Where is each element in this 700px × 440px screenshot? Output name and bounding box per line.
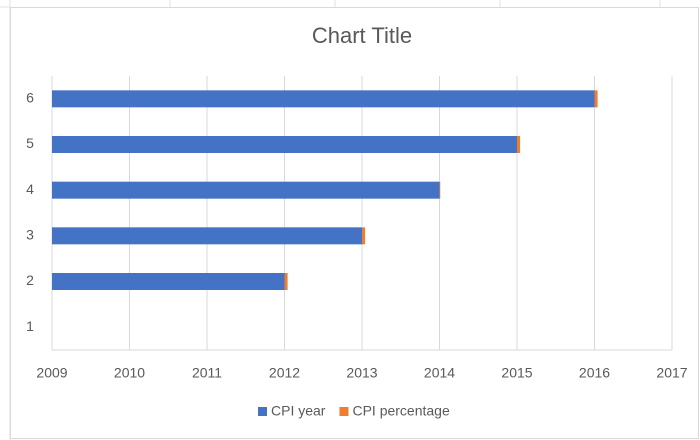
- bar-segment: [52, 90, 595, 108]
- legend-swatch: [258, 407, 267, 416]
- bar-segment: [439, 181, 441, 199]
- y-tick-label: 3: [26, 227, 34, 243]
- chart-title: Chart Title: [312, 23, 412, 48]
- bar-segment: [517, 136, 521, 153]
- bar-segment: [362, 227, 366, 245]
- bar-segment: [52, 181, 440, 199]
- legend-swatch: [339, 407, 349, 416]
- x-tick-label: 2014: [424, 365, 455, 381]
- chart-frame: [10, 7, 699, 439]
- y-tick-label: 5: [26, 135, 34, 151]
- legend-label: CPI percentage: [352, 403, 449, 419]
- x-tick-label: 2015: [501, 365, 532, 381]
- x-tick-label: 2009: [36, 365, 67, 381]
- x-tick-label: 2017: [656, 365, 687, 381]
- x-tick-label: 2012: [269, 365, 300, 381]
- y-tick-label: 2: [26, 272, 34, 288]
- y-tick-label: 6: [26, 90, 34, 106]
- bar-segment: [52, 273, 285, 290]
- bar-segment: [52, 136, 517, 153]
- legend-label: CPI year: [271, 403, 326, 419]
- y-tick-label: 1: [26, 318, 34, 334]
- x-tick-label: 2016: [579, 365, 610, 381]
- y-tick-label: 4: [26, 181, 34, 197]
- x-tick-label: 2013: [346, 365, 377, 381]
- x-tick-label: 2010: [114, 365, 145, 381]
- x-tick-label: 2011: [192, 365, 222, 381]
- bar-segment: [52, 227, 362, 245]
- bar-segment: [594, 90, 598, 108]
- bar-segment: [284, 273, 288, 290]
